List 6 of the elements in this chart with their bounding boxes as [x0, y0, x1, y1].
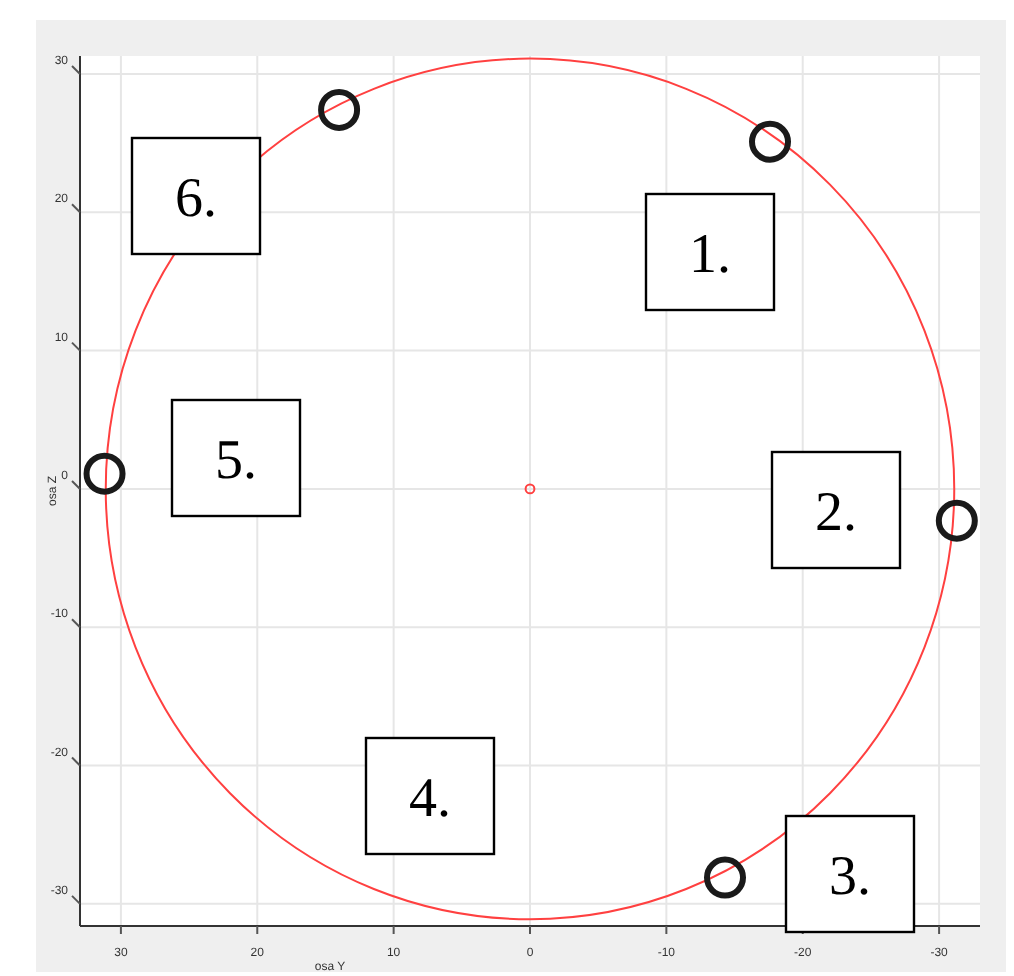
annotation: 4. — [409, 768, 451, 830]
annotation: 3. — [829, 846, 871, 908]
annotation: 5. — [215, 430, 257, 492]
annotation: 1. — [689, 224, 731, 286]
annotation: 2. — [815, 482, 857, 544]
annotation: 6. — [175, 168, 217, 230]
